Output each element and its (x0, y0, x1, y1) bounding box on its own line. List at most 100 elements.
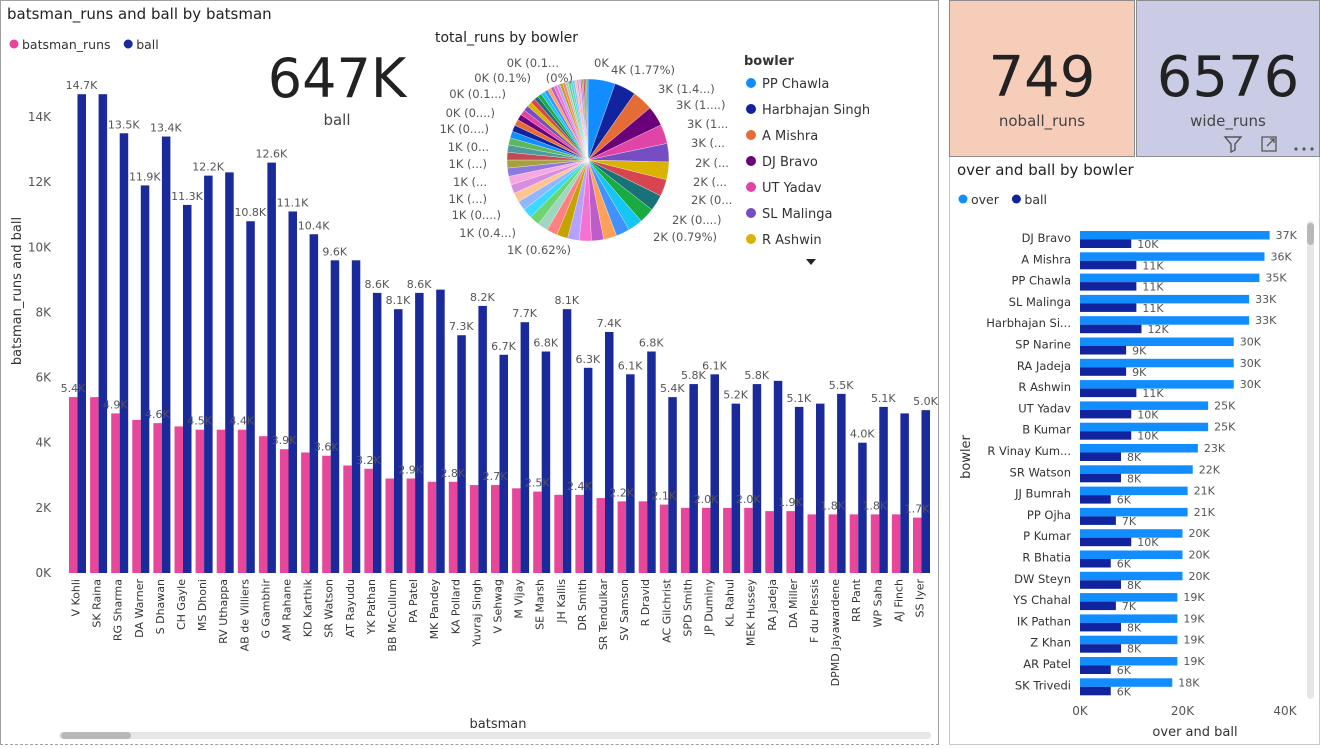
y-tick-label: 14K (28, 110, 52, 124)
bar-batsman-runs (786, 511, 795, 573)
bar-ball (1080, 495, 1111, 504)
horizontal-scrollbar-thumb[interactable] (61, 732, 131, 739)
x-tick-label: DR Smith (576, 579, 589, 631)
bar-over (1080, 678, 1173, 687)
y-axis-title: bowler (959, 434, 974, 478)
vertical-scrollbar-thumb[interactable] (1307, 223, 1314, 245)
focus-mode-icon[interactable] (1259, 134, 1279, 154)
x-tick-label: SPD Smith (681, 579, 694, 637)
bar-over (1080, 593, 1178, 602)
x-tick-label: AT Rayudu (344, 579, 357, 637)
x-tick-label: KD Karthik (302, 578, 315, 637)
y-tick-label: R Bhatia (1022, 551, 1071, 565)
horizontal-scrollbar[interactable] (59, 732, 931, 739)
more-options-icon[interactable] (1293, 139, 1315, 151)
x-tick-label: G Gambhir (259, 579, 272, 639)
bar-ball (415, 292, 424, 573)
pie-data-label: 1K (0....) (452, 208, 501, 222)
bar-batsman-runs (385, 478, 394, 573)
x-tick-label: MS Dhoni (196, 579, 209, 631)
bowler-chart-panel[interactable]: over and ball by bowler over ball DJ Bravo 3… (949, 157, 1320, 745)
y-tick-label: 4K (35, 436, 52, 450)
pie-slice (586, 78, 589, 161)
data-label-ball: 9K (1132, 366, 1147, 379)
wide-runs-value: 6576 (1156, 45, 1300, 110)
data-label-runs: 2.2K (609, 486, 634, 499)
bar-ball (1080, 644, 1121, 653)
batsman-chart-panel[interactable]: batsman_runs and ball by batsman batsman_… (0, 0, 939, 745)
bar-batsman-runs (153, 423, 162, 573)
bar-ball (77, 94, 86, 573)
bar-over (1080, 571, 1183, 581)
bar-batsman-runs (913, 517, 922, 573)
data-label-ball: 6K (1117, 685, 1132, 698)
pie-legend-label: PP Chawla (762, 77, 829, 92)
bar-ball (1080, 452, 1121, 461)
bar-batsman-runs (216, 429, 226, 573)
bar-batsman-runs (195, 429, 205, 573)
bar-batsman-runs (512, 488, 521, 573)
bar-batsman-runs (638, 501, 648, 573)
data-label-ball: 10K (1137, 238, 1159, 251)
pie-legend-label: UT Yadav (762, 181, 822, 196)
data-label-runs: 2.1K (651, 490, 676, 503)
x-tick-label: 20K (1171, 704, 1195, 718)
data-label-ball: 12.6K (256, 148, 288, 161)
bar-ball (752, 384, 762, 573)
x-tick-label: R Dravid (639, 579, 652, 626)
bar-ball (858, 442, 867, 573)
data-label-ball: 11K (1142, 281, 1164, 294)
data-label-ball: 11K (1142, 387, 1164, 400)
bar-batsman-runs (301, 452, 310, 573)
bar-ball (140, 185, 150, 573)
y-tick-label: 2K (35, 501, 52, 515)
data-label-ball: 6K (1117, 494, 1132, 507)
bar-ball (394, 309, 403, 573)
y-tick-label: 8K (35, 305, 52, 319)
bar-ball (1080, 580, 1121, 589)
data-label-runs: 2.5K (525, 477, 550, 490)
y-tick-label: SK Trivedi (1015, 678, 1071, 692)
kpi-ball-label: ball (323, 111, 350, 129)
pie-data-label: 1K (...) (449, 157, 487, 171)
legend-marker-ball (1011, 194, 1021, 204)
bar-ball (499, 354, 508, 573)
bar-ball (372, 292, 382, 573)
data-label-ball: 10.4K (298, 219, 330, 232)
bar-over (1080, 444, 1198, 453)
x-axis-title: over and ball (1152, 725, 1237, 740)
legend-label-ball: ball (136, 37, 159, 52)
data-label-ball: 10K (1137, 430, 1159, 443)
wide-runs-card[interactable]: 6576 wide_runs (1136, 0, 1320, 157)
bar-ball (119, 133, 129, 574)
bar-batsman-runs (680, 507, 690, 573)
data-label-runs: 3.2K (356, 454, 381, 467)
data-label-runs: 4.6K (145, 408, 170, 421)
x-tick-label: BB McCullum (386, 579, 399, 652)
data-label-runs: 2.0K (736, 493, 761, 506)
x-tick-label: F du Plessis (808, 579, 821, 643)
x-tick-label: KA Pollard (449, 579, 462, 634)
data-label-runs: 2.9K (398, 464, 423, 477)
bar-ball (246, 221, 255, 573)
bar-ball (541, 351, 551, 573)
noball-runs-value: 749 (988, 45, 1096, 110)
pie-data-label: (0%) (546, 71, 573, 85)
legend-marker-over (958, 194, 968, 204)
bar-ball (1080, 346, 1127, 355)
bar-batsman-runs (723, 507, 732, 573)
data-label-ball: 8.6K (365, 278, 390, 291)
y-tick-label: B Kumar (1022, 423, 1071, 437)
bar-ball (626, 374, 635, 573)
y-tick-label: JJ Bumrah (1014, 487, 1071, 501)
bar-batsman-runs (237, 429, 247, 573)
vertical-scrollbar[interactable] (1307, 221, 1314, 699)
x-tick-label: 40K (1273, 704, 1297, 718)
bar-ball (921, 410, 930, 573)
bar-ball (1080, 367, 1127, 376)
data-label-runs: 4.5K (187, 415, 212, 428)
bar-ball (1080, 409, 1132, 419)
pie-data-label: 0K (0.1%) (474, 71, 531, 85)
noball-runs-card[interactable]: 749 noball_runs (949, 0, 1135, 157)
filter-icon[interactable] (1223, 134, 1243, 154)
